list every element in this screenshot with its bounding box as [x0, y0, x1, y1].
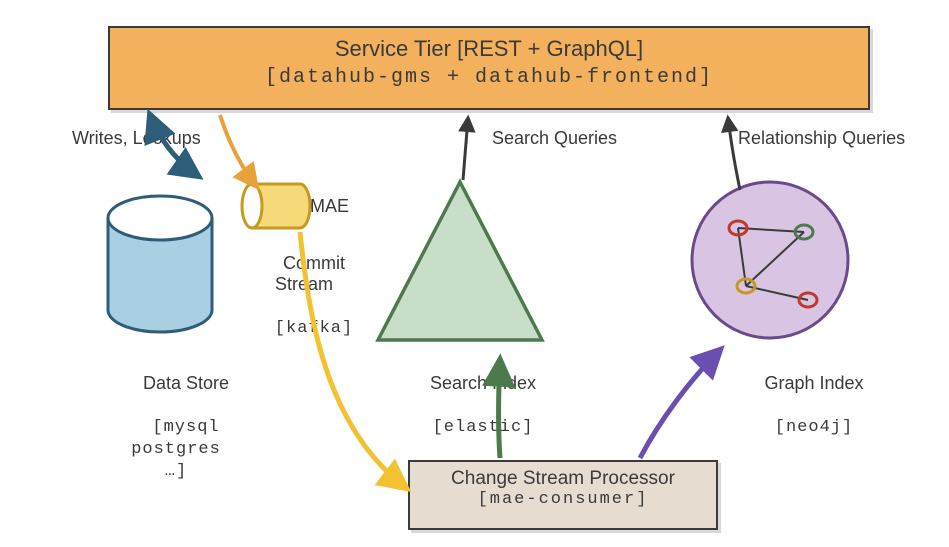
- commit-stream-tech: [kafka]: [275, 319, 353, 338]
- graph-index-icon: [692, 182, 848, 338]
- csp-title: Change Stream Processor: [410, 462, 716, 490]
- search-index-label: Search Index [elastic]: [398, 352, 548, 458]
- writes-lookups-label: Writes, Lookups: [72, 128, 201, 149]
- service-tier-subtitle: [datahub-gms + datahub-frontend]: [110, 62, 868, 89]
- graph-index-label: Graph Index [neo4j]: [734, 352, 874, 458]
- service-tier-title: Service Tier [REST + GraphQL]: [110, 28, 868, 62]
- data-store-tech: [mysql postgres …]: [131, 418, 221, 481]
- data-store-icon: [108, 196, 212, 332]
- search-queries-arrow: [463, 118, 468, 180]
- csp-to-graph-arrow: [640, 350, 720, 458]
- data-store-label: Data Store [mysql postgres …]: [116, 352, 236, 502]
- graph-index-tech: [neo4j]: [775, 418, 853, 437]
- commit-stream-label: Commit Stream [kafka]: [254, 232, 354, 359]
- mae-out-arrow: [220, 115, 256, 186]
- commit-stream-icon: [242, 184, 310, 228]
- diagram-stage: Service Tier [REST + GraphQL] [datahub-g…: [0, 0, 949, 547]
- csp-subtitle: [mae-consumer]: [410, 490, 716, 509]
- service-tier-box: Service Tier [REST + GraphQL] [datahub-g…: [108, 26, 870, 110]
- relationship-queries-label: Relationship Queries: [738, 128, 905, 149]
- search-index-icon: [378, 182, 542, 340]
- mae-label: MAE: [310, 196, 349, 217]
- search-queries-label: Search Queries: [492, 128, 617, 149]
- change-stream-processor-box: Change Stream Processor [mae-consumer]: [408, 460, 718, 530]
- search-index-tech: [elastic]: [433, 418, 534, 437]
